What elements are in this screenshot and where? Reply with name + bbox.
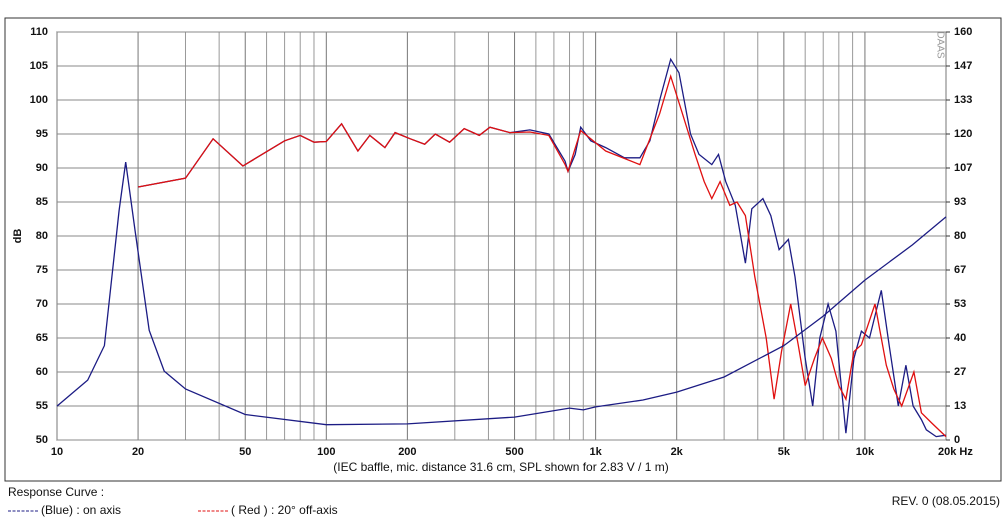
y2-tick-label: 13	[954, 400, 966, 412]
y-tick-label: 65	[36, 332, 48, 344]
legend-title: Response Curve :	[8, 485, 104, 499]
x-tick-label: 10	[51, 446, 63, 458]
y-tick-label: 95	[36, 128, 48, 140]
y2-tick-label: 120	[954, 128, 972, 140]
x-tick-label: 50	[239, 446, 251, 458]
y2-tick-label: 107	[954, 162, 972, 174]
legend-label: ( Red ) : 20° off-axis	[231, 503, 338, 517]
x-tick-label: 1k	[589, 446, 602, 458]
y-tick-label: 80	[36, 230, 48, 242]
x-tick-label: 2k	[671, 446, 684, 458]
y2-tick-label: 133	[954, 94, 972, 106]
x-tick-label: 20	[132, 446, 144, 458]
y2-tick-label: 147	[954, 60, 972, 72]
x-tick-label: 100	[317, 446, 335, 458]
watermark: DAAS	[934, 31, 945, 59]
y2-tick-label: 53	[954, 298, 966, 310]
y-tick-label: 110	[30, 26, 48, 38]
y2-tick-label: 27	[954, 366, 966, 378]
x-tick-label: 10k	[856, 446, 875, 458]
revision: REV. 0 (08.05.2015)	[892, 494, 1000, 508]
y-tick-label: 55	[36, 400, 48, 412]
x-tick-label: 200	[398, 446, 416, 458]
frame	[4, 17, 1002, 482]
x-axis-label: (IEC baffle, mic. distance 31.6 cm, SPL …	[333, 460, 668, 474]
legend-label: (Blue) : on axis	[41, 503, 121, 517]
y-tick-label: 50	[36, 434, 48, 446]
y2-tick-label: 67	[954, 264, 966, 276]
y-tick-label: 75	[36, 264, 48, 276]
y-tick-label: 85	[36, 196, 48, 208]
y2-tick-label: 40	[954, 332, 966, 344]
y-tick-label: 90	[36, 162, 48, 174]
x-tick-label: 5k	[778, 446, 791, 458]
series-line	[56, 162, 947, 426]
y-tick-label: 100	[30, 94, 48, 106]
series-line	[137, 73, 947, 438]
x-tick-label: 500	[505, 446, 523, 458]
series-line	[137, 57, 947, 438]
y-tick-label: 60	[36, 366, 48, 378]
y2-tick-label: 93	[954, 196, 966, 208]
y-tick-label: 105	[30, 60, 48, 72]
y2-tick-label: 160	[954, 26, 972, 38]
y-axis-label: dB	[12, 229, 24, 244]
y-tick-label: 70	[36, 298, 48, 310]
x-tick-label: 20k Hz	[938, 446, 973, 458]
y2-tick-label: 80	[954, 230, 966, 242]
y2-tick-label: 0	[954, 434, 960, 446]
